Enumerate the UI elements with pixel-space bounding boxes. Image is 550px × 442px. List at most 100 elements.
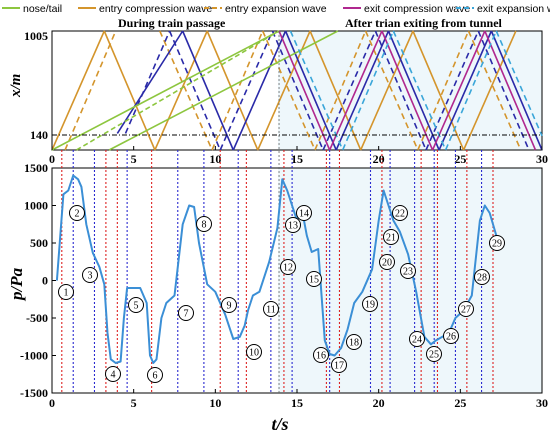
bottom-ytick-label-5: 1000 xyxy=(24,199,48,213)
wave-line-orange-solid-5 xyxy=(309,30,362,151)
wave-line-blue-solid-23 xyxy=(438,30,493,151)
circled-label-22: 22 xyxy=(395,209,405,220)
wave-line-blue-dash-32 xyxy=(477,30,530,151)
circled-label-ring-24 xyxy=(409,331,425,347)
bottom-xtick-label-5: 25 xyxy=(454,396,466,410)
wave-line-blue-solid-24 xyxy=(490,30,543,151)
circled-label-ring-13 xyxy=(285,217,301,233)
circled-label-9: 9 xyxy=(227,301,232,312)
wave-line-blue-dash-31 xyxy=(425,30,480,151)
bottom-xtick-label-6: 30 xyxy=(536,396,548,410)
circled-label-ring-7 xyxy=(178,305,194,321)
event-lines xyxy=(61,150,494,393)
circled-label-ring-6 xyxy=(147,367,163,383)
circled-label-ring-19 xyxy=(362,296,378,312)
circled-label-18: 18 xyxy=(349,338,359,349)
wave-line-exit-solid-38 xyxy=(381,30,434,151)
circled-label-ring-25 xyxy=(426,346,442,362)
bottom-xtick-label-4: 20 xyxy=(373,396,385,410)
circled-label-ring-27 xyxy=(458,301,474,317)
wave-line-nose-33 xyxy=(51,30,280,151)
wave-line-blue-solid-20 xyxy=(284,30,337,151)
circled-label-15: 15 xyxy=(309,275,319,286)
wave-line-orange-dash-13 xyxy=(314,30,367,151)
circled-label-25: 25 xyxy=(429,350,439,361)
circled-label-26: 26 xyxy=(446,332,456,343)
top-xtick-label-1: 5 xyxy=(131,152,137,166)
circled-label-ring-14 xyxy=(296,205,312,221)
legend-label-2: entry expansion wave xyxy=(225,3,327,15)
legend-label-4: exit expansion wave xyxy=(477,3,550,15)
wave-line-orange-dash-10 xyxy=(159,30,213,151)
wave-line-blue-dash-29 xyxy=(322,30,377,151)
bottom-ytick-label-3: 0 xyxy=(42,274,48,288)
wave-line-orange-solid-7 xyxy=(412,30,465,151)
circled-labels: 1234567891011121314151617181920212223242… xyxy=(58,205,505,383)
wave-line-orange-dash-15 xyxy=(417,30,470,151)
circled-label-16: 16 xyxy=(316,351,326,362)
wave-line-orange-dash-9 xyxy=(64,30,117,151)
top-xtick-label-2: 10 xyxy=(209,152,221,166)
circled-label-3: 3 xyxy=(88,271,93,282)
wave-line-exit-solid-39 xyxy=(431,30,486,151)
circled-label-ring-3 xyxy=(82,267,98,283)
circled-label-5: 5 xyxy=(134,301,139,312)
circled-label-ring-23 xyxy=(400,263,416,279)
wave-line-blue-dash-28 xyxy=(271,30,324,151)
top-xtick-label-4: 20 xyxy=(373,152,385,166)
wave-line-exit-solid-36 xyxy=(278,30,331,151)
wave-line-orange-solid-3 xyxy=(206,30,259,151)
bottom-ytick-label-2: -500 xyxy=(26,311,48,325)
legend: nose/tail entry compression wave entry exp… xyxy=(2,3,550,15)
circled-label-ring-21 xyxy=(383,229,399,245)
circled-label-24: 24 xyxy=(412,335,422,346)
bottom-x-ticks: 0 5 10 15 20 25 30 xyxy=(49,389,548,410)
top-xtick-label-5: 25 xyxy=(454,152,466,166)
circled-label-11: 11 xyxy=(266,305,276,316)
wave-line-blue-dash-30 xyxy=(374,30,427,151)
circled-label-28: 28 xyxy=(477,273,487,284)
wave-line-exit-solid-37 xyxy=(328,30,383,151)
top-ylabel: x/m xyxy=(8,74,24,98)
top-ytick-140: 140 xyxy=(30,128,48,142)
pressure-line xyxy=(55,174,504,364)
wave-line-orange-solid-6 xyxy=(359,30,414,151)
circled-label-ring-18 xyxy=(346,334,362,350)
wave-line-exit-solid-40 xyxy=(484,30,537,151)
wave-line-blue-dash-27 xyxy=(219,30,274,151)
circled-label-ring-15 xyxy=(306,271,322,287)
bottom-xtick-label-1: 5 xyxy=(131,396,137,410)
wave-line-orange-dash-14 xyxy=(364,30,419,151)
circled-label-12: 12 xyxy=(283,263,293,274)
bottom-ylabel: p/Pa xyxy=(7,267,26,302)
wave-line-blue-solid-18 xyxy=(181,30,235,151)
wave-line-blue-solid-22 xyxy=(387,30,440,151)
bottom-xtick-label-3: 15 xyxy=(291,396,303,410)
circled-label-19: 19 xyxy=(365,300,375,311)
circled-label-20: 20 xyxy=(382,258,392,269)
legend-label-1: entry compression wave xyxy=(99,3,212,15)
wave-line-orange-solid-2 xyxy=(154,30,208,151)
circled-label-ring-11 xyxy=(263,301,279,317)
circled-label-ring-26 xyxy=(443,328,459,344)
wave-line-exit-dash-44 xyxy=(444,30,498,151)
circled-label-7: 7 xyxy=(184,309,189,320)
bottom-xtick-label-2: 10 xyxy=(209,396,221,410)
circled-label-ring-8 xyxy=(196,216,212,232)
bottom-ytick-label-1: -1000 xyxy=(20,349,48,363)
wave-line-exit-dash-45 xyxy=(495,30,543,137)
circled-label-ring-2 xyxy=(69,205,85,221)
pressure-series xyxy=(55,174,504,364)
circled-label-ring-29 xyxy=(489,235,505,251)
wave-line-green-dash-35 xyxy=(76,30,280,151)
bottom-y-ticks: -1500 -1000 -500 0 500 1000 1500 xyxy=(20,161,56,400)
circled-label-ring-10 xyxy=(246,344,262,360)
circled-label-ring-22 xyxy=(392,205,408,221)
circled-label-ring-1 xyxy=(58,284,74,300)
wave-line-orange-solid-0 xyxy=(51,30,105,151)
circled-label-8: 8 xyxy=(202,220,207,231)
circled-label-13: 13 xyxy=(288,221,298,232)
region-label-after: After trian exiting from tunnel xyxy=(345,16,503,30)
wave-line-blue-dash-26 xyxy=(168,30,221,151)
